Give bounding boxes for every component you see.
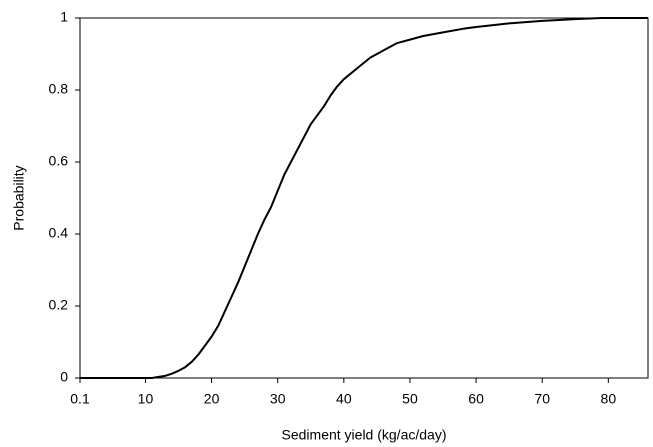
x-tick-label: 30 xyxy=(270,391,286,407)
x-tick-label: 0.1 xyxy=(70,391,90,407)
y-tick-label: 0.2 xyxy=(49,297,69,313)
plot-frame xyxy=(79,17,649,379)
x-tick-label: 50 xyxy=(402,391,418,407)
x-tick-label: 20 xyxy=(204,391,220,407)
y-tick-label: 0.4 xyxy=(49,225,69,241)
y-tick-label: 0.6 xyxy=(49,153,69,169)
x-tick-label: 70 xyxy=(534,391,550,407)
x-tick-label: 80 xyxy=(601,391,617,407)
x-tick-label: 60 xyxy=(468,391,484,407)
x-tick-label: 10 xyxy=(138,391,154,407)
y-tick-label: 1 xyxy=(60,9,68,25)
y-tick-label: 0.8 xyxy=(49,81,69,97)
x-tick-label: 40 xyxy=(336,391,352,407)
cdf-line xyxy=(80,17,648,379)
y-tick-label: 0 xyxy=(60,369,68,385)
x-axis-label: Sediment yield (kg/ac/day) xyxy=(282,427,447,443)
y-axis-label: Probability xyxy=(11,165,27,230)
